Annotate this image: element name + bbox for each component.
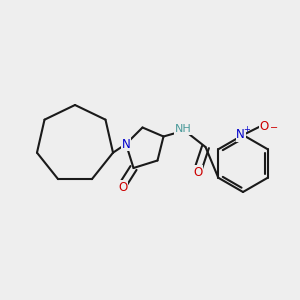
Text: O: O	[118, 181, 127, 194]
Text: −: −	[269, 122, 278, 133]
Text: N: N	[122, 137, 130, 151]
Text: O: O	[260, 119, 268, 133]
Text: O: O	[194, 166, 202, 179]
Text: N: N	[236, 128, 245, 142]
Text: NH: NH	[175, 124, 191, 134]
Text: +: +	[243, 125, 250, 134]
